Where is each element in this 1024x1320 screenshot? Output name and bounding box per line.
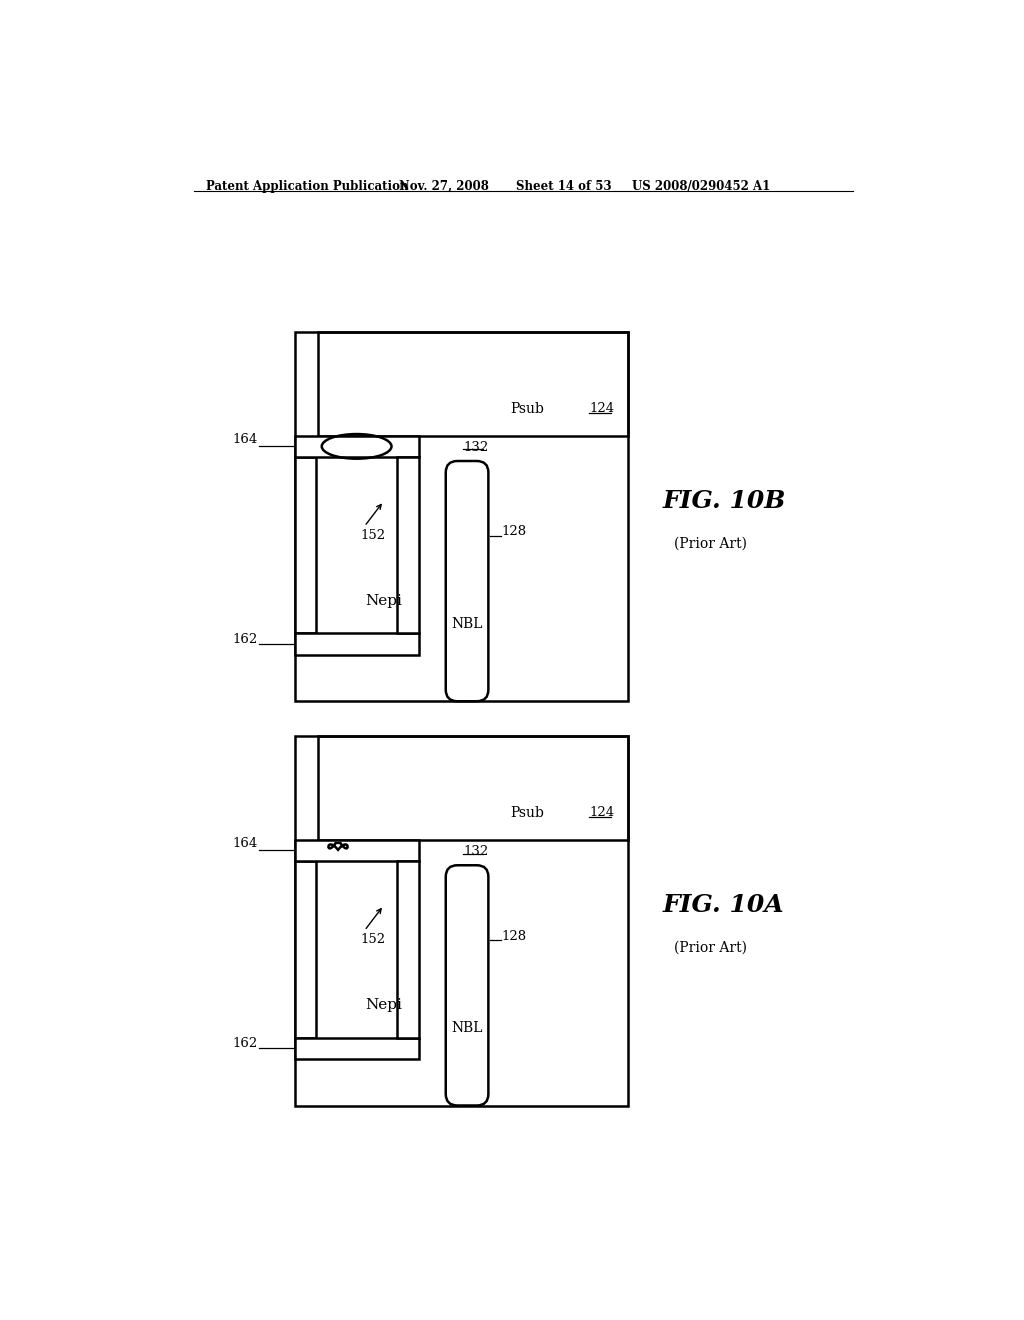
Bar — [295, 840, 419, 862]
Text: NBL: NBL — [452, 618, 482, 631]
Text: 128: 128 — [502, 929, 526, 942]
Text: 152: 152 — [360, 529, 386, 543]
Bar — [295, 862, 316, 1038]
Text: Psub: Psub — [510, 401, 544, 416]
Bar — [317, 737, 628, 840]
Bar — [295, 634, 419, 655]
Text: NBL: NBL — [452, 1022, 482, 1035]
Text: 124: 124 — [589, 807, 614, 820]
Bar — [295, 331, 628, 701]
Text: 132: 132 — [463, 441, 488, 454]
Text: Patent Application Publication: Patent Application Publication — [206, 180, 408, 193]
Bar — [397, 862, 419, 1038]
Text: 152: 152 — [360, 933, 386, 946]
Text: Psub: Psub — [510, 807, 544, 820]
Text: Sheet 14 of 53: Sheet 14 of 53 — [515, 180, 611, 193]
Bar — [295, 457, 316, 634]
FancyBboxPatch shape — [445, 866, 488, 1106]
Text: 162: 162 — [232, 634, 257, 647]
Text: Nepi: Nepi — [366, 594, 402, 609]
Bar — [295, 737, 628, 1106]
Text: (Prior Art): (Prior Art) — [675, 536, 748, 550]
Text: (Prior Art): (Prior Art) — [675, 941, 748, 954]
Text: Nov. 27, 2008: Nov. 27, 2008 — [399, 180, 489, 193]
Text: US 2008/0290452 A1: US 2008/0290452 A1 — [632, 180, 770, 193]
Text: FIG. 10B: FIG. 10B — [663, 488, 786, 513]
Text: 164: 164 — [232, 837, 257, 850]
Text: FIG. 10A: FIG. 10A — [663, 894, 784, 917]
Bar — [317, 331, 628, 436]
Text: 132: 132 — [463, 845, 488, 858]
Text: 128: 128 — [502, 525, 526, 539]
Text: Nepi: Nepi — [366, 998, 402, 1012]
Bar — [295, 436, 419, 457]
Bar — [397, 457, 419, 634]
PathPatch shape — [329, 843, 347, 850]
Text: 124: 124 — [589, 403, 614, 416]
FancyBboxPatch shape — [445, 461, 488, 701]
Text: 164: 164 — [232, 433, 257, 446]
Text: 162: 162 — [232, 1038, 257, 1051]
Bar — [295, 1038, 419, 1059]
